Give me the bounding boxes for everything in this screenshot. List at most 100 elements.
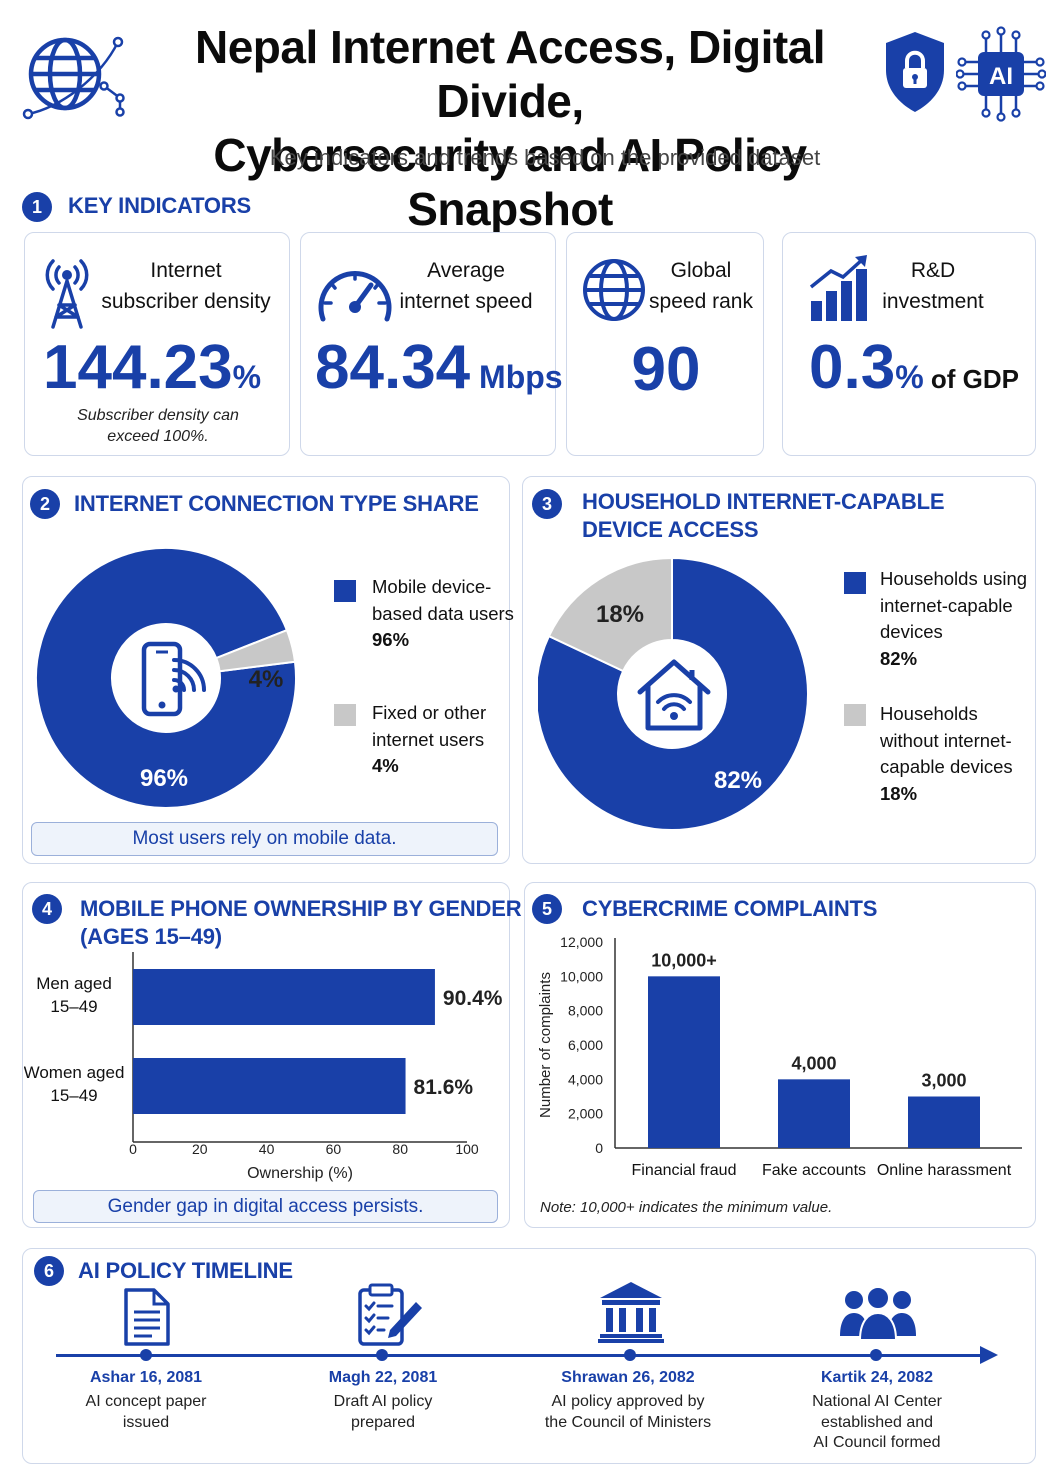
kpi-value-number: 144.23 xyxy=(43,333,233,402)
legend-line: internet users xyxy=(372,728,485,750)
cell-tower-icon xyxy=(39,251,95,329)
timeline-desc-line: AI Council formed xyxy=(813,1434,941,1451)
y-tick-label: 15–49 xyxy=(50,1086,97,1105)
speedometer-icon xyxy=(315,261,395,327)
kpi-value-unit: % xyxy=(232,359,262,395)
kpi-value: 0.3% of GDP xyxy=(809,333,1019,414)
x-tick-label: 0 xyxy=(129,1141,137,1157)
y-tick-label: 10,000 xyxy=(560,968,603,984)
section-number: 5 xyxy=(532,894,562,924)
timeline-desc-line: established and xyxy=(820,1413,934,1431)
kpi-value: 90 xyxy=(567,335,765,405)
hbar-chart-gender: 0 20 40 60 80 100 Ownership (%) 90.4% Men aged 15… xyxy=(24,952,503,1182)
kpi-card-global-rank: Global speed rank 90 xyxy=(566,232,764,456)
bar-value-label: 81.6% xyxy=(414,1076,474,1099)
kpi-value-number: 0.3 xyxy=(809,333,896,402)
bar-value-label: 90.4% xyxy=(443,987,503,1010)
bar-value-label: 10,000+ xyxy=(651,950,717,970)
bar xyxy=(778,1079,850,1148)
timeline-dot xyxy=(376,1349,388,1361)
kpi-label: R&D investment xyxy=(875,255,991,317)
shield-lock-icon xyxy=(880,28,950,116)
section-title-gender: MOBILE PHONE OWNERSHIP BY GENDER (AGES 1… xyxy=(80,895,522,951)
x-tick-label: Online harassment xyxy=(877,1162,1012,1179)
section-title-line1: MOBILE PHONE OWNERSHIP BY GENDER xyxy=(80,896,522,921)
panel-cybercrime xyxy=(524,882,1036,1228)
legend-item-without-devices: Households without internet- capable dev… xyxy=(880,701,1013,807)
timeline-arrow-icon xyxy=(980,1346,998,1364)
kpi-label-line1: R&D xyxy=(910,259,956,282)
legend-line: Mobile device- xyxy=(372,576,492,597)
legend-line: Fixed or other xyxy=(372,702,487,723)
y-tick-label: Men aged xyxy=(36,974,112,993)
kpi-value-suffix: of GDP xyxy=(923,364,1019,394)
home-wifi-icon xyxy=(634,656,714,734)
legend-line: Households xyxy=(880,703,978,724)
timeline-desc: AI policy approved by the Council of Min… xyxy=(518,1392,738,1433)
timeline-desc-line: Draft AI policy xyxy=(333,1393,433,1410)
timeline-date: Magh 22, 2081 xyxy=(328,1369,438,1386)
legend-percent: 96% xyxy=(372,629,410,650)
timeline-desc: Draft AI policy prepared xyxy=(273,1392,493,1433)
donut-slice xyxy=(36,547,297,809)
bar xyxy=(133,969,435,1025)
page-subtitle: Key indicators and trends based on the p… xyxy=(269,145,821,170)
x-tick-label: 20 xyxy=(192,1141,208,1157)
timeline-desc-line: issued xyxy=(122,1413,170,1431)
kpi-value-number: 84.34 xyxy=(315,333,471,402)
legend-line: capable devices xyxy=(880,756,1013,777)
section-number: 3 xyxy=(532,489,562,519)
legend-line: internet-capable xyxy=(880,594,1013,616)
timeline-date: Shrawan 26, 2082 xyxy=(561,1369,695,1386)
vbar-chart-cybercrime: 0 2,000 4,000 6,000 8,000 10,000 12,000 Number … xyxy=(537,934,1022,1179)
panel-mobile-ownership xyxy=(22,882,510,1228)
kpi-value: 84.34 Mbps xyxy=(315,333,563,412)
section-title-connection-type: INTERNET CONNECTION TYPE SHARE xyxy=(74,491,479,516)
government-building-icon xyxy=(596,1280,666,1344)
timeline-dot xyxy=(624,1349,636,1361)
legend-swatch-mobile xyxy=(334,580,356,602)
kpi-label-line1: Internet xyxy=(150,259,222,282)
bar-value-label: 3,000 xyxy=(921,1071,966,1091)
y-tick-label: 15–49 xyxy=(50,997,97,1016)
section-title-line2: (AGES 15–49) xyxy=(80,924,222,949)
smartphone-wifi-icon xyxy=(138,640,206,720)
timeline-desc: AI concept paper issued xyxy=(36,1392,256,1433)
kpi-label: Global speed rank xyxy=(641,255,761,317)
section-title-cybercrime: CYBERCRIME COMPLAINTS xyxy=(582,896,878,921)
timeline-desc-line: AI concept paper xyxy=(85,1393,207,1410)
x-axis-label: Ownership (%) xyxy=(247,1165,353,1182)
section-title-line2: DEVICE ACCESS xyxy=(582,517,759,542)
chart-note: Note: 10,000+ indicates the minimum valu… xyxy=(540,1199,833,1216)
section-title-timeline: AI POLICY TIMELINE xyxy=(78,1258,293,1283)
section-number: 1 xyxy=(22,192,52,222)
x-tick-label: Financial fraud xyxy=(632,1162,737,1179)
y-tick-label: Women aged xyxy=(24,1063,124,1082)
legend-item-mobile: Mobile device- based data users 96% xyxy=(372,574,514,654)
bar xyxy=(908,1096,980,1148)
donut-slice-label: 18% xyxy=(596,601,644,628)
section-title-household: HOUSEHOLD INTERNET-CAPABLE DEVICE ACCESS xyxy=(582,488,944,544)
legend-item-with-devices: Households using internet-capable device… xyxy=(880,566,1027,672)
bar-value-label: 4,000 xyxy=(791,1053,836,1073)
timeline-dot xyxy=(140,1349,152,1361)
donut-slice xyxy=(547,556,673,673)
donut-slice-label: 4% xyxy=(249,666,284,693)
y-tick-label: 4,000 xyxy=(568,1071,603,1087)
legend-percent: 82% xyxy=(880,647,918,669)
y-tick-label: 12,000 xyxy=(560,934,603,950)
x-tick-label: Fake accounts xyxy=(762,1162,866,1179)
legend-line: based data users xyxy=(372,602,514,624)
svg-text:AI: AI xyxy=(989,63,1013,90)
y-tick-label: 2,000 xyxy=(568,1106,603,1122)
timeline-dot xyxy=(870,1349,882,1361)
bar xyxy=(648,976,720,1148)
timeline-desc-line: the Council of Ministers xyxy=(544,1413,712,1431)
kpi-label-line2: speed rank xyxy=(649,290,753,313)
y-tick-label: 6,000 xyxy=(568,1037,603,1053)
x-tick-label: 80 xyxy=(392,1141,408,1157)
legend-item-fixed: Fixed or other internet users 4% xyxy=(372,700,486,780)
section-number: 2 xyxy=(30,489,60,519)
kpi-label-line1: Average xyxy=(427,259,505,282)
donut-slice xyxy=(538,556,809,831)
